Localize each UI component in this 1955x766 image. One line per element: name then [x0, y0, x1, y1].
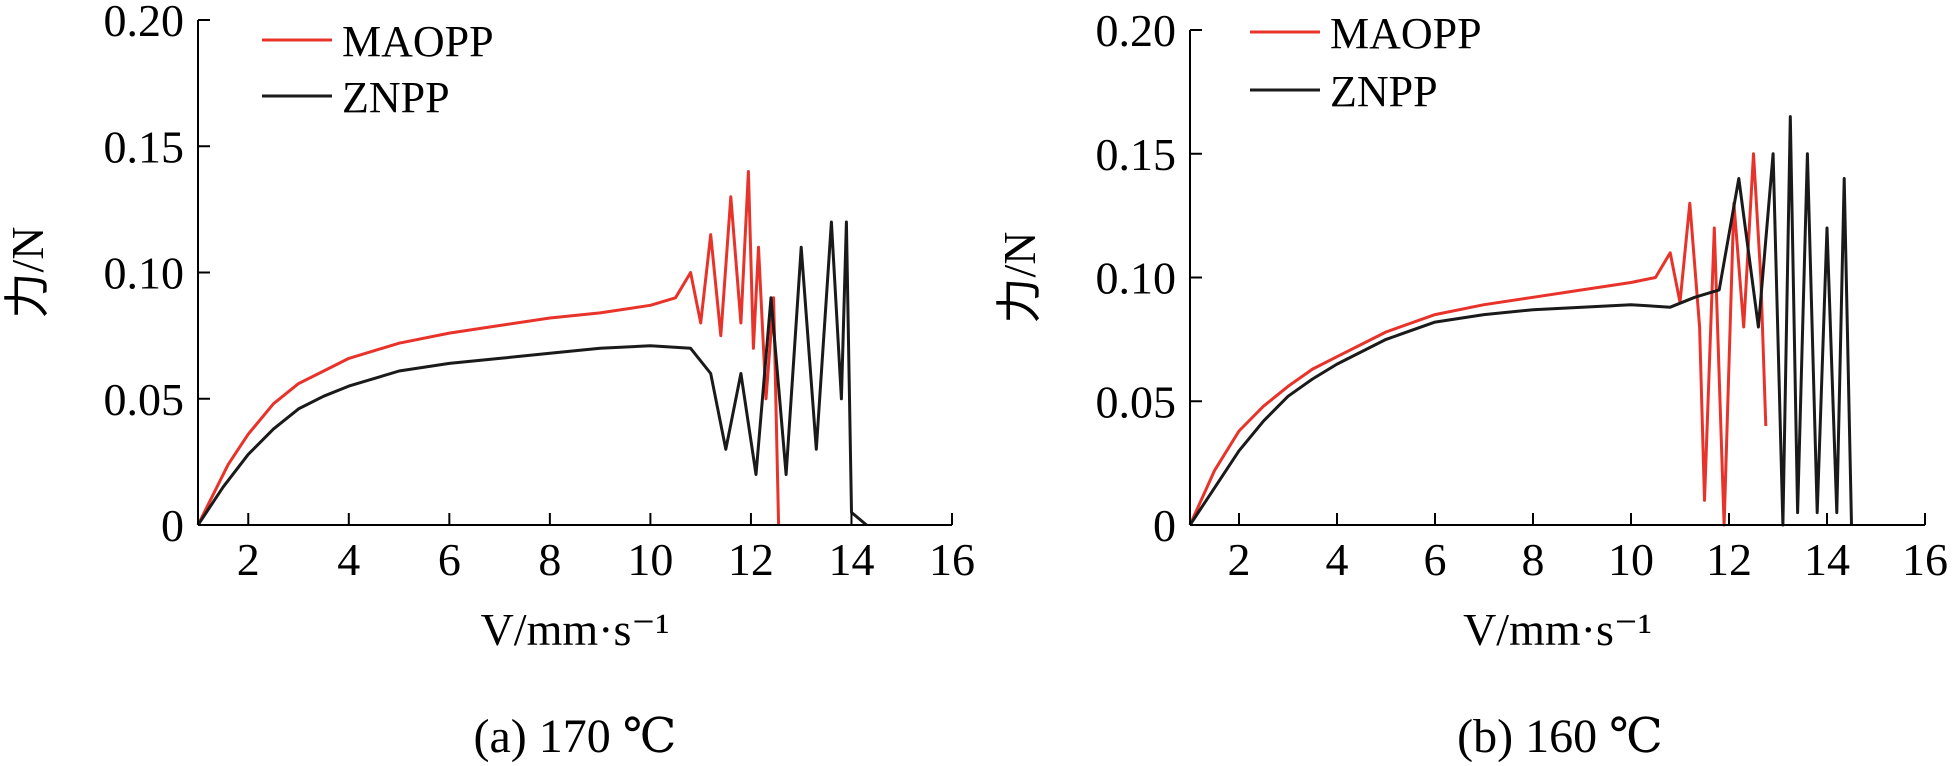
legend-label-znpp: ZNPP — [1330, 67, 1438, 116]
legend-label-znpp: ZNPP — [342, 73, 450, 122]
y-tick-label: 0 — [161, 500, 184, 551]
y-tick-label: 0.20 — [1096, 5, 1177, 56]
x-tick-label: 16 — [929, 534, 975, 585]
panel-caption: (a) 170 ℃ — [474, 710, 677, 763]
y-tick-label: 0.15 — [104, 121, 185, 172]
y-tick-label: 0 — [1153, 500, 1176, 551]
series-line-znpp — [196, 220, 868, 527]
y-tick-label: 0.05 — [104, 374, 185, 425]
y-tick-label: 0.15 — [1096, 129, 1177, 180]
series-line-znpp — [1188, 115, 1853, 527]
x-tick-label: 8 — [1522, 534, 1545, 585]
x-tick-label: 4 — [1326, 534, 1349, 585]
x-tick-label: 16 — [1902, 534, 1948, 585]
x-tick-label: 14 — [1804, 534, 1850, 585]
y-tick-label: 0.10 — [104, 248, 185, 299]
x-tick-label: 12 — [728, 534, 774, 585]
x-tick-label: 2 — [1228, 534, 1251, 585]
chart-panel-b: 0 0.05 0.10 0.15 0.20 2 4 6 8 10 12 14 16 力/N V/mm·s⁻¹… — [994, 5, 1948, 763]
x-tick-label: 12 — [1706, 534, 1752, 585]
x-axis-label: V/mm·s⁻¹ — [481, 604, 670, 655]
y-tick-label: 0.10 — [1096, 253, 1177, 304]
x-tick-label: 8 — [538, 534, 561, 585]
panel-caption: (b) 160 ℃ — [1457, 710, 1663, 763]
x-tick-label: 6 — [438, 534, 461, 585]
y-axis-label: 力/N — [2, 227, 53, 319]
legend-label-maopp: MAOPP — [1330, 9, 1482, 58]
x-tick-label: 14 — [828, 534, 874, 585]
y-tick-label: 0.20 — [104, 0, 185, 46]
x-axis-label: V/mm·s⁻¹ — [1463, 604, 1652, 655]
y-axis-label: 力/N — [994, 232, 1045, 324]
series-line-maopp — [196, 170, 781, 526]
legend-label-maopp: MAOPP — [342, 17, 494, 66]
x-tick-label: 10 — [627, 534, 673, 585]
x-tick-label: 6 — [1424, 534, 1447, 585]
x-tick-label: 2 — [237, 534, 260, 585]
y-tick-label: 0.05 — [1096, 376, 1177, 427]
chart-panel-a: 0 0.05 0.10 0.15 0.20 2 4 6 8 10 12 14 16 力/N V/mm·s⁻¹… — [2, 0, 975, 763]
series-line-maopp — [1188, 152, 1768, 527]
x-tick-label: 10 — [1608, 534, 1654, 585]
x-tick-label: 4 — [337, 534, 360, 585]
